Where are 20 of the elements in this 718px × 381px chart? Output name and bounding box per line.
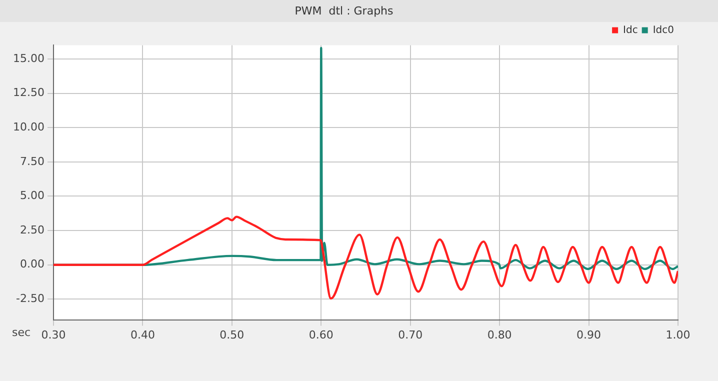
x-tick-label: 1.00 — [666, 328, 690, 342]
y-tick-label: 12.50 — [12, 86, 44, 100]
y-tick-label: 10.00 — [12, 120, 44, 134]
x-tick-label: 0.30 — [41, 328, 66, 342]
y-tick-label: 0.00 — [20, 258, 44, 271]
y-tick-label: 7.50 — [20, 154, 44, 168]
chart-title: PWM dtl : Graphs — [294, 4, 394, 18]
y-tick-label: 5.00 — [20, 189, 44, 202]
y-tick-label: 15.00 — [12, 52, 44, 65]
legend-label: Idc0 — [652, 24, 674, 36]
y-tick-label: -2.50 — [16, 292, 44, 306]
y-tick-label: 2.50 — [20, 223, 44, 236]
x-tick-label: 0.40 — [130, 328, 155, 342]
legend-label: Idc — [623, 24, 638, 36]
x-tick-label: 0.70 — [398, 328, 423, 342]
x-tick-label: 0.50 — [220, 328, 244, 342]
x-axis-title: sec — [12, 326, 31, 340]
x-tick-label: 0.90 — [576, 328, 602, 342]
x-tick-label: 0.60 — [308, 328, 334, 342]
x-tick-label: 0.80 — [487, 328, 512, 342]
